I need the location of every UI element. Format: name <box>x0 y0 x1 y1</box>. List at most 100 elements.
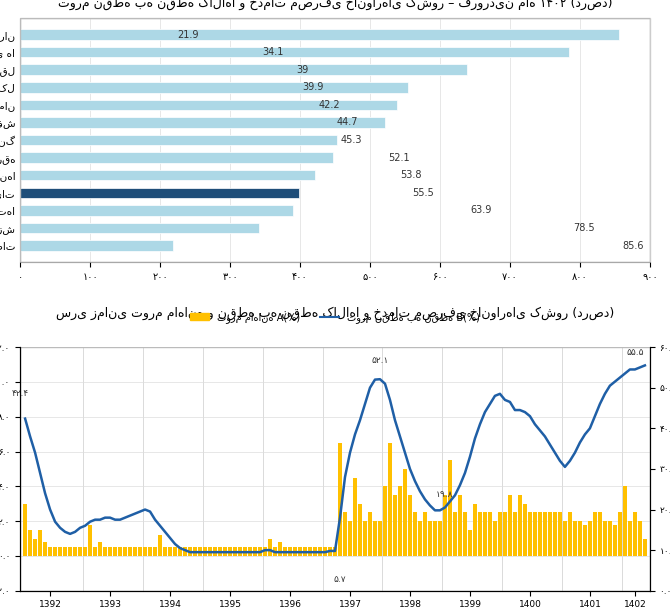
Bar <box>88 524 92 556</box>
Bar <box>408 495 412 556</box>
Legend: تورم ماهانه A(%), تورم نقطه به نقطه B(%): تورم ماهانه A(%), تورم نقطه به نقطه B(%) <box>186 308 484 327</box>
Bar <box>513 512 517 556</box>
Bar <box>543 512 547 556</box>
Bar <box>553 512 557 556</box>
Bar <box>83 547 87 556</box>
Bar <box>113 547 117 556</box>
Bar <box>578 521 582 556</box>
Bar <box>593 512 597 556</box>
Bar <box>313 547 317 556</box>
Bar <box>438 521 442 556</box>
Bar <box>188 547 192 556</box>
Bar <box>398 487 402 556</box>
Bar <box>233 547 237 556</box>
Bar <box>58 547 62 556</box>
Bar <box>623 487 627 556</box>
Bar <box>20 170 316 180</box>
Bar <box>63 547 67 556</box>
Bar <box>20 29 619 40</box>
Bar <box>373 521 377 556</box>
Bar <box>108 547 112 556</box>
Bar <box>68 547 72 556</box>
Bar <box>388 443 392 556</box>
Bar <box>583 524 587 556</box>
Bar <box>343 512 347 556</box>
Bar <box>453 512 457 556</box>
Bar <box>28 530 32 556</box>
Title: تورم نقطه به نقطه کالاها و خدمات مصرفی خانوارهای کشور – فروردین ماه ۱۴۰۲ (درصد): تورم نقطه به نقطه کالاها و خدمات مصرفی خ… <box>58 0 612 10</box>
Bar <box>523 504 527 556</box>
Text: 85.6: 85.6 <box>622 241 644 250</box>
Bar <box>20 152 333 163</box>
Bar <box>20 223 259 233</box>
Bar <box>283 547 287 556</box>
Bar <box>353 477 357 556</box>
Bar <box>538 512 542 556</box>
Bar <box>323 547 327 556</box>
Bar <box>548 512 552 556</box>
Bar <box>328 547 332 556</box>
Text: 44.7: 44.7 <box>336 118 358 127</box>
Bar <box>613 524 617 556</box>
Bar <box>128 547 132 556</box>
Text: ۵۲.۱: ۵۲.۱ <box>371 356 389 365</box>
Bar <box>118 547 122 556</box>
Bar <box>183 547 187 556</box>
Bar <box>223 547 227 556</box>
Bar <box>378 521 382 556</box>
Bar <box>228 547 232 556</box>
Bar <box>618 512 622 556</box>
Bar <box>53 547 57 556</box>
Bar <box>603 521 607 556</box>
Bar <box>23 504 27 556</box>
Bar <box>193 547 197 556</box>
Bar <box>443 495 447 556</box>
Bar <box>308 547 312 556</box>
Text: 39: 39 <box>297 65 309 75</box>
Bar <box>503 512 507 556</box>
Bar <box>243 547 247 556</box>
Bar <box>20 47 570 57</box>
Text: 52.1: 52.1 <box>388 153 410 163</box>
Bar <box>533 512 537 556</box>
Bar <box>143 547 147 556</box>
Bar <box>338 443 342 556</box>
Bar <box>248 547 252 556</box>
Bar <box>468 530 472 556</box>
Text: ۵.۷: ۵.۷ <box>334 575 346 584</box>
Bar <box>133 547 137 556</box>
Bar <box>428 521 432 556</box>
Bar <box>493 521 497 556</box>
Bar <box>238 547 242 556</box>
Bar <box>368 512 372 556</box>
Text: ۵۵.۵: ۵۵.۵ <box>626 348 644 357</box>
Bar <box>633 512 637 556</box>
Bar <box>20 135 337 146</box>
Bar <box>418 521 422 556</box>
Bar <box>573 521 577 556</box>
Text: 53.8: 53.8 <box>400 171 421 180</box>
Bar <box>98 542 102 556</box>
Bar <box>218 547 222 556</box>
Bar <box>293 547 297 556</box>
Bar <box>73 547 77 556</box>
Bar <box>253 547 257 556</box>
Bar <box>458 495 462 556</box>
Bar <box>413 512 417 556</box>
Bar <box>303 547 307 556</box>
Text: 63.9: 63.9 <box>471 205 492 216</box>
Bar <box>103 547 107 556</box>
Bar <box>383 487 387 556</box>
Bar <box>473 504 477 556</box>
Bar <box>168 547 172 556</box>
Bar <box>598 512 602 556</box>
Text: 34.1: 34.1 <box>262 47 283 57</box>
Bar <box>148 547 152 556</box>
Title: سری زمانی تورم ماهانه و نقطه به نقطه کالاها و خدمات مصرفی خانوارهای کشور (درصد): سری زمانی تورم ماهانه و نقطه به نقطه کال… <box>56 306 614 320</box>
Text: 42.2: 42.2 <box>319 100 340 110</box>
Bar <box>278 542 282 556</box>
Bar <box>33 538 37 556</box>
Bar <box>558 512 562 556</box>
Bar <box>20 188 299 198</box>
Bar <box>273 547 277 556</box>
